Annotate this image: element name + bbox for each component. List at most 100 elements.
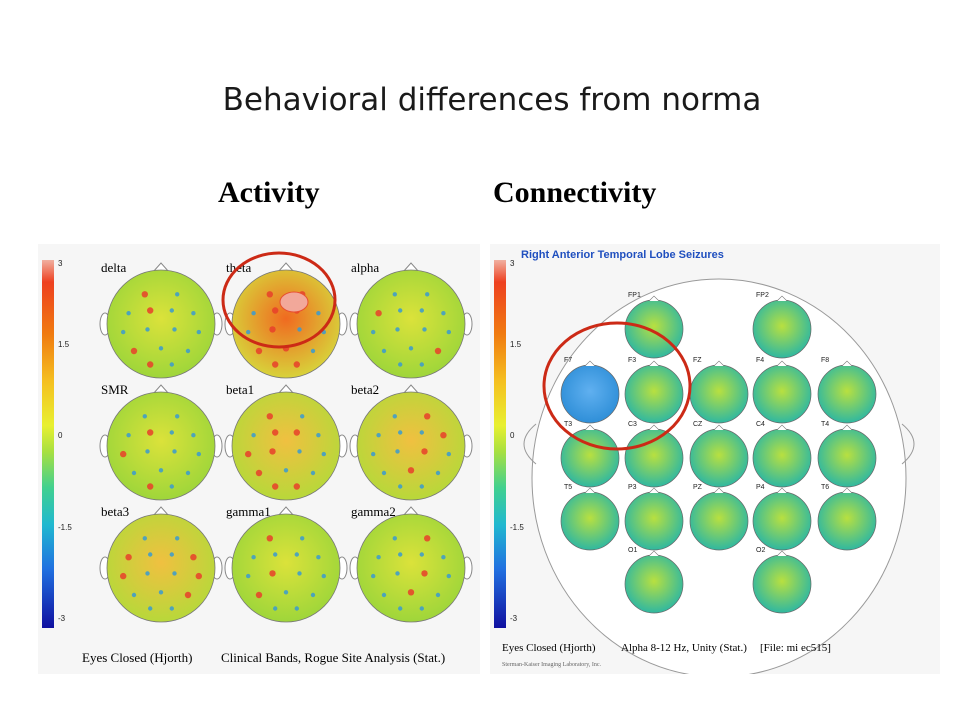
electrode-dot: [196, 329, 201, 335]
activity-topomap-grid: 3 1.5 0 -1.5 -3 delta theta alpha SMR beta1 beta2…: [42, 259, 473, 628]
electrode-dot: [419, 606, 424, 611]
lab-credit: Sterman-Kaiser Imaging Laboratory, Inc.: [502, 662, 602, 668]
electrode-dot: [175, 292, 180, 297]
electrode-dot: [392, 292, 397, 297]
site-t5: T5: [560, 484, 620, 551]
electrode-dot: [169, 430, 174, 435]
electrode-dot: [381, 592, 387, 598]
site-label: F3: [628, 357, 636, 364]
site-fp2: FP2: [752, 292, 812, 359]
topomap-alpha: alpha: [349, 260, 473, 379]
electrode-dot: [293, 361, 300, 368]
electrode-dot: [376, 555, 381, 560]
electrode-dot: [398, 430, 403, 435]
site-head-disc: [817, 364, 877, 424]
electrode-dot: [321, 573, 326, 579]
electrode-dot: [126, 433, 131, 438]
electrode-dot: [421, 448, 428, 455]
site-label: T6: [821, 484, 829, 491]
site-nose: [648, 550, 660, 557]
electrode-dot: [147, 429, 154, 436]
topomap-beta1: beta1: [224, 382, 348, 501]
site-label: FZ: [693, 357, 702, 364]
outer-right-ear: [901, 423, 915, 465]
site-o1: O1: [624, 547, 684, 614]
head-disc: [356, 513, 466, 623]
site-head-disc: [624, 428, 684, 488]
head-disc: [231, 513, 341, 623]
electrode-dot: [283, 468, 289, 473]
electrode-dot: [425, 292, 430, 297]
connectivity-panel-title: Right Anterior Temporal Lobe Seizures: [521, 249, 724, 261]
electrode-dot: [145, 571, 150, 576]
scale-tick-label: 0: [510, 431, 515, 440]
electrode-dot: [148, 552, 153, 557]
electrode-dot: [175, 536, 180, 541]
site-p4: P4: [752, 484, 812, 551]
electrode-dot: [158, 468, 164, 473]
electrode-dot: [395, 327, 400, 332]
site-label: F4: [756, 357, 764, 364]
electrode-dot: [172, 327, 177, 332]
site-label: P4: [756, 484, 765, 491]
scale-tick-label: 3: [58, 259, 63, 268]
electrode-dot: [191, 433, 196, 438]
electrode-dot: [142, 414, 147, 419]
electrode-dot: [446, 573, 451, 579]
electrode-dot: [375, 310, 382, 317]
site-label: F7: [564, 357, 572, 364]
electrode-dot: [169, 606, 174, 611]
electrode-dot: [297, 327, 302, 332]
head-disc: [106, 269, 216, 379]
site-p3: P3: [624, 484, 684, 551]
electrode-dot: [435, 470, 441, 476]
electrode-dot: [419, 430, 424, 435]
activity-panel: 3 1.5 0 -1.5 -3 delta theta alpha SMR beta1 beta2…: [38, 244, 480, 674]
electrode-dot: [392, 536, 397, 541]
electrode-dot: [398, 362, 403, 367]
site-head-disc: [752, 428, 812, 488]
electrode-dot: [266, 535, 273, 542]
site-t6: T6: [817, 484, 877, 551]
site-label: P3: [628, 484, 637, 491]
electrode-dot: [321, 329, 326, 335]
topomap-label: beta1: [226, 382, 254, 397]
electrode-dot: [272, 429, 279, 436]
electrode-dot: [251, 433, 256, 438]
site-label: T3: [564, 421, 572, 428]
site-cz: CZ: [689, 421, 749, 488]
site-head-disc: [817, 491, 877, 551]
scale-tick-label: -1.5: [510, 523, 524, 532]
site-head-disc: [689, 491, 749, 551]
topomap-beta2: beta2: [349, 382, 473, 501]
electrode-dot: [147, 483, 154, 490]
head-disc: [356, 391, 466, 501]
head-disc: [106, 391, 216, 501]
site-label: O1: [628, 547, 637, 554]
electrode-dot: [246, 573, 251, 579]
connectivity-panel: 3 1.5 0 -1.5 -3 FP1 FP2 F7 F3 FZ F4 F8 T3 C3 CZ C4 T4 T5…: [490, 244, 940, 674]
topomap-label: beta3: [101, 504, 129, 519]
electrode-dot: [190, 554, 197, 561]
site-nose: [713, 487, 725, 494]
electrode-dot: [147, 361, 154, 368]
electrode-dot: [434, 347, 442, 355]
scale-tick-label: 3: [510, 259, 515, 268]
electrode-dot: [446, 329, 451, 335]
electrode-dot: [251, 311, 256, 316]
site-head-disc: [624, 491, 684, 551]
site-nose: [776, 360, 788, 367]
topomap-beta3: beta3: [99, 504, 223, 623]
electrode-dot: [441, 311, 446, 316]
site-label: O2: [756, 547, 765, 554]
electrode-dot: [398, 308, 403, 313]
electrode-dot: [407, 467, 415, 474]
color-scale-bar: [42, 260, 54, 628]
site-label: FP2: [756, 292, 769, 299]
site-head-disc: [689, 364, 749, 424]
electrode-dot: [185, 470, 191, 476]
electrode-dot: [310, 592, 316, 598]
electrode-dot: [376, 433, 381, 438]
electrode-dot: [142, 536, 147, 541]
electrode-dot: [272, 307, 279, 314]
